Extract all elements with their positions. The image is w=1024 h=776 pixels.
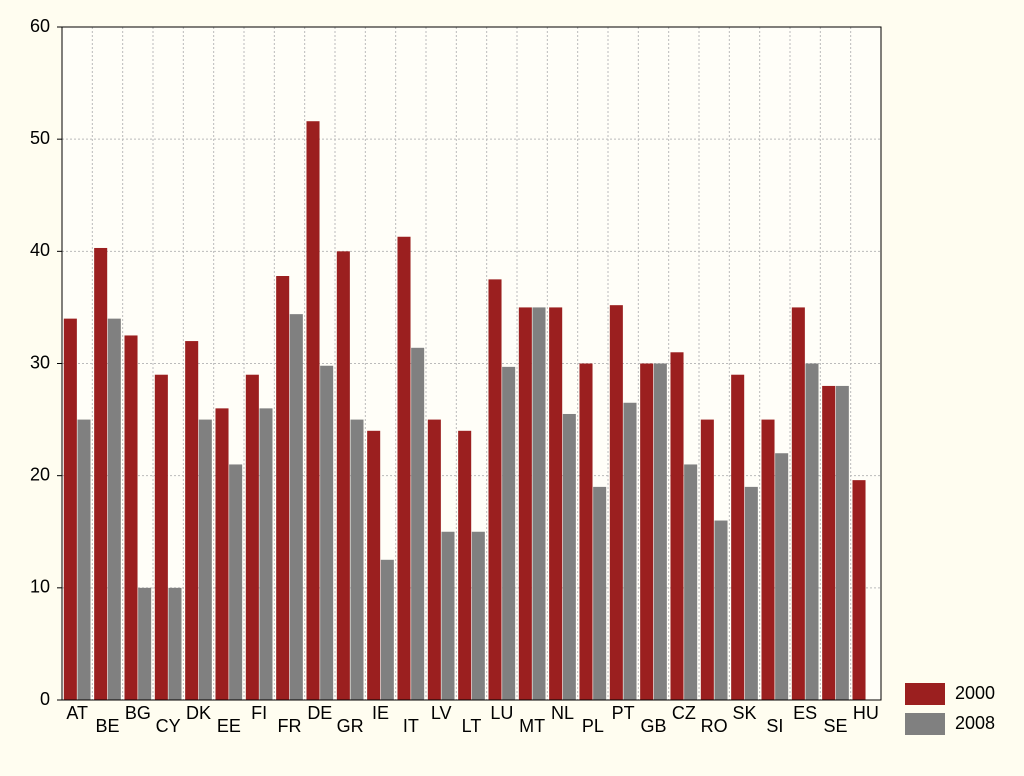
x-tick-label: IE [372,703,389,723]
x-tick-label: PL [582,716,604,736]
bar [488,279,502,700]
bar [427,419,441,700]
x-tick-label: CY [156,716,181,736]
bar [168,587,182,700]
y-tick-label: 60 [30,16,50,36]
bar [502,366,516,700]
x-tick-label: GR [337,716,364,736]
bar [397,236,411,701]
x-tick-label: DE [307,703,332,723]
x-tick-label: NL [551,703,574,723]
bar [77,419,91,700]
bar [350,419,364,700]
legend-swatch [905,683,945,705]
x-tick-label: RO [701,716,728,736]
bar [411,347,425,700]
bar [94,247,108,701]
bar [245,374,259,700]
bar [805,363,819,700]
x-tick-label: FR [278,716,302,736]
bar [640,363,654,700]
x-tick-label: IT [403,716,419,736]
x-tick-label: ES [793,703,817,723]
bar [138,587,152,700]
bar [518,307,532,700]
x-tick-label: SE [823,716,847,736]
bar [124,335,138,700]
bar [653,363,667,700]
bar [306,121,320,701]
bar [336,251,350,701]
y-tick-label: 40 [30,240,50,260]
bar [441,531,455,700]
bar [320,365,334,700]
bar [229,464,243,700]
x-tick-label: LT [462,716,482,736]
bar [852,480,866,700]
x-tick-label: SK [732,703,756,723]
bar [623,402,637,700]
x-tick-label: AT [66,703,88,723]
bar [791,307,805,700]
bar [532,307,546,700]
x-tick-label: DK [186,703,211,723]
plot-frame [61,26,882,701]
y-tick-label: 30 [30,352,50,372]
x-tick-label: EE [217,716,241,736]
bar [289,314,303,700]
bar [471,531,485,700]
bar [822,385,836,700]
bar [154,374,168,700]
bar [579,363,593,700]
bar [549,307,563,700]
bar [700,419,714,700]
bar [670,352,684,700]
y-tick-label: 0 [40,689,50,709]
x-tick-label: SI [766,716,783,736]
x-tick-label: LV [431,703,452,723]
bar [458,430,472,700]
bar [593,486,607,700]
bar [367,430,381,700]
bar [276,276,290,700]
x-tick-label: LU [490,703,513,723]
bar [185,341,199,700]
x-tick-label: HU [853,703,879,723]
x-tick-label: BG [125,703,151,723]
bar [835,385,849,700]
bar [609,305,623,700]
y-tick-label: 10 [30,577,50,597]
bar [198,419,212,700]
legend-label: 2008 [955,713,995,733]
x-tick-label: BE [95,716,119,736]
bar [761,419,775,700]
legend-label: 2000 [955,683,995,703]
y-tick-label: 50 [30,128,50,148]
x-tick-label: CZ [672,703,696,723]
x-tick-label: FI [251,703,267,723]
bar [562,413,576,700]
bar [731,374,745,700]
bar [259,408,273,700]
x-tick-label: GB [640,716,666,736]
x-tick-label: MT [519,716,545,736]
bar [775,453,789,700]
bar [714,520,728,700]
legend-swatch [905,713,945,735]
bar [63,318,77,700]
bar [380,559,394,700]
bar [744,486,758,700]
bar [215,408,229,700]
x-tick-label: PT [612,703,635,723]
bar [107,318,121,700]
bar [684,464,698,700]
y-tick-label: 20 [30,464,50,484]
